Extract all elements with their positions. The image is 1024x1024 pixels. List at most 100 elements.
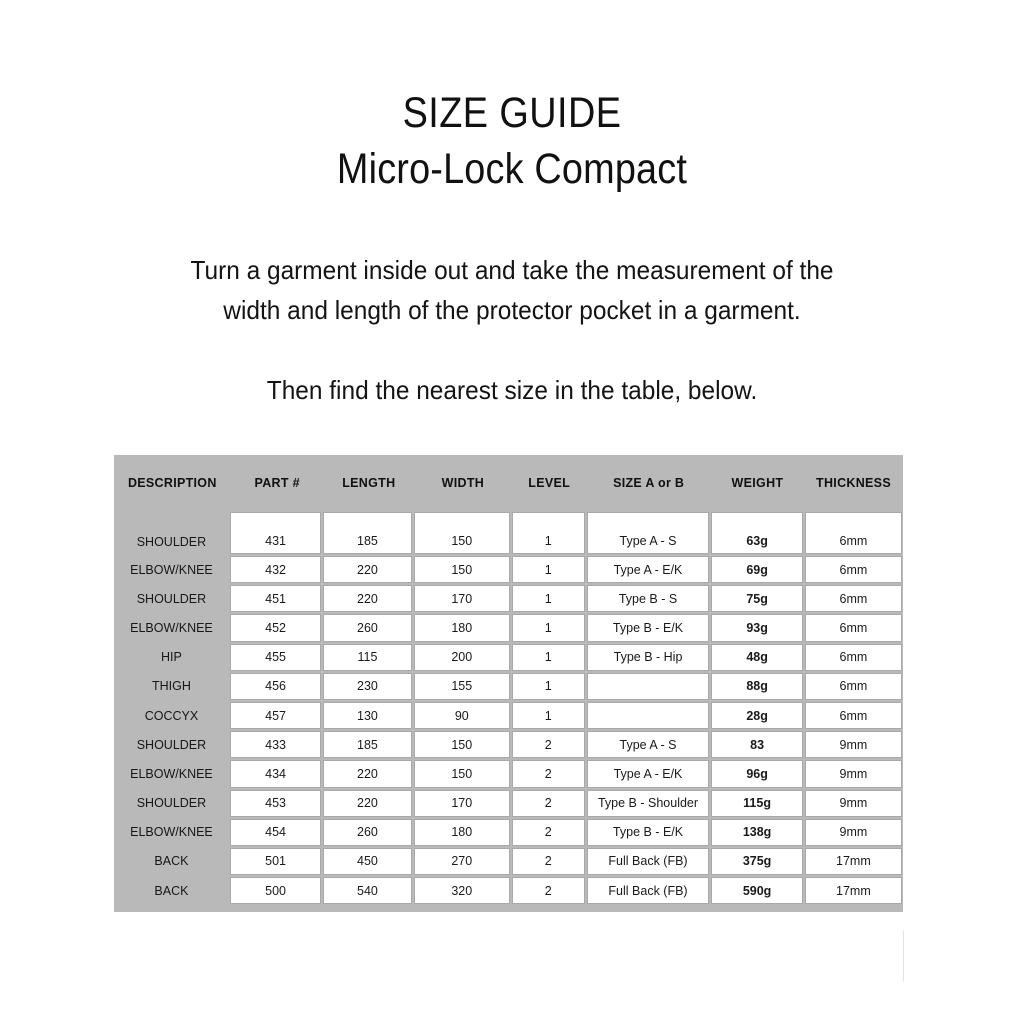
intro-spacer <box>0 330 1024 370</box>
cell-width: 170 <box>413 585 510 613</box>
cell-weight: 83 <box>711 731 803 759</box>
intro-line-1: Turn a garment inside out and take the m… <box>190 255 834 285</box>
table-row: THIGH 456 230 155 1 88g 6mm <box>114 672 903 702</box>
cell-width: 150 <box>413 731 510 759</box>
column-header-thickness: THICKNESS <box>816 475 891 490</box>
cell-level: 2 <box>511 760 585 788</box>
cell-size-a-or-b: Type B - Shoulder <box>586 789 710 817</box>
intro-text-block: Turn a garment inside out and take the m… <box>0 250 1024 410</box>
table-header-row: DESCRIPTION PART # LENGTH WIDTH LEVEL SI… <box>114 455 903 512</box>
cell-description: SHOULDER <box>136 591 207 606</box>
table-row: SHOULDER 453 220 170 2 Type B - Shoulder 115g 9… <box>114 789 903 819</box>
cell-description: ELBOW/KNEE <box>130 620 213 635</box>
cell-size-a-or-b <box>586 672 710 700</box>
cell-level: 2 <box>511 789 585 817</box>
cell-part-number: 453 <box>229 789 322 817</box>
cell-description: ELBOW/KNEE <box>130 766 213 781</box>
cell-length: 130 <box>323 701 412 730</box>
cell-level: 2 <box>511 731 585 759</box>
cell-width: 270 <box>413 847 510 876</box>
cell-level: 1 <box>511 701 585 730</box>
cell-thickness: 6mm <box>804 556 903 584</box>
cell-size-a-or-b <box>586 701 710 730</box>
column-header-length: LENGTH <box>342 475 396 490</box>
cell-thickness: 17mm <box>804 877 903 905</box>
table-row: ELBOW/KNEE 432 220 150 1 Type A - E/K 69g 6mm <box>114 556 903 585</box>
cell-width: 155 <box>413 672 510 700</box>
intro-line-2: width and length of the protector pocket… <box>223 295 801 325</box>
page-title: SIZE GUIDE <box>402 89 622 137</box>
cell-size-a-or-b: Full Back (FB) <box>586 847 710 876</box>
cell-weight: 48g <box>711 643 803 671</box>
cell-part-number: 451 <box>229 585 322 613</box>
cell-weight: 375g <box>711 847 803 876</box>
table-row: SHOULDER 451 220 170 1 Type B - S 75g 6mm <box>114 585 903 614</box>
cell-length: 230 <box>323 672 412 700</box>
cell-weight: 115g <box>711 789 803 817</box>
cell-length: 260 <box>323 614 412 642</box>
cell-weight: 75g <box>711 585 803 613</box>
cell-part-number: 433 <box>229 731 322 759</box>
table-row: ELBOW/KNEE 454 260 180 2 Type B - E/K 138g 9mm <box>114 818 903 848</box>
cell-thickness: 9mm <box>804 789 903 817</box>
cell-weight: 69g <box>711 556 803 584</box>
column-header-description: DESCRIPTION <box>127 475 217 490</box>
cell-part-number: 456 <box>229 672 322 700</box>
cell-part-number: 457 <box>229 701 322 730</box>
cell-part-number: 452 <box>229 614 322 642</box>
cell-length: 220 <box>323 760 412 788</box>
cell-description: SHOULDER <box>136 796 207 811</box>
cell-size-a-or-b: Type A - S <box>586 512 710 554</box>
cell-length: 540 <box>323 877 412 905</box>
cell-thickness: 6mm <box>804 672 903 700</box>
table-row: BACK 501 450 270 2 Full Back (FB) 375g 17mm <box>114 847 903 877</box>
cell-width: 180 <box>413 818 510 846</box>
cell-size-a-or-b: Type B - S <box>586 585 710 613</box>
page-subtitle: Micro-Lock Compact <box>336 145 688 193</box>
page-title-block: SIZE GUIDE Micro-Lock Compact <box>0 86 1024 198</box>
table-bottom-margin <box>114 906 903 912</box>
cell-level: 1 <box>511 614 585 642</box>
cell-length: 220 <box>323 556 412 584</box>
cell-thickness: 6mm <box>804 585 903 613</box>
cell-size-a-or-b: Type A - E/K <box>586 760 710 788</box>
column-header-width: WIDTH <box>441 475 485 490</box>
cell-level: 2 <box>511 877 585 905</box>
cell-weight: 63g <box>711 512 803 554</box>
cell-level: 1 <box>511 585 585 613</box>
cell-description: BACK <box>154 854 189 869</box>
cell-part-number: 455 <box>229 643 322 671</box>
cell-part-number: 432 <box>229 556 322 584</box>
column-header-part: PART # <box>254 475 300 490</box>
column-header-weight: WEIGHT <box>731 475 784 490</box>
cell-thickness: 6mm <box>804 643 903 671</box>
cell-length: 220 <box>323 789 412 817</box>
cell-width: 150 <box>413 556 510 584</box>
cell-size-a-or-b: Full Back (FB) <box>586 877 710 905</box>
cell-thickness: 9mm <box>804 731 903 759</box>
cell-description: HIP <box>161 650 182 665</box>
cell-thickness: 6mm <box>804 512 903 554</box>
column-header-size: SIZE A or B <box>613 475 685 490</box>
cell-size-a-or-b: Type A - E/K <box>586 556 710 584</box>
cell-length: 185 <box>323 512 412 554</box>
cell-length: 260 <box>323 818 412 846</box>
cell-part-number: 431 <box>229 512 322 554</box>
intro-line-3: Then find the nearest size in the table,… <box>266 375 758 405</box>
table-row: HIP 455 115 200 1 Type B - Hip 48g 6mm <box>114 643 903 673</box>
cell-level: 2 <box>511 847 585 876</box>
cell-description: THIGH <box>152 679 191 694</box>
cell-weight: 28g <box>711 701 803 730</box>
cell-width: 180 <box>413 614 510 642</box>
cell-thickness: 17mm <box>804 847 903 876</box>
cell-level: 1 <box>511 672 585 700</box>
cell-weight: 93g <box>711 614 803 642</box>
cell-size-a-or-b: Type B - E/K <box>586 614 710 642</box>
cell-description: ELBOW/KNEE <box>130 825 213 840</box>
cell-width: 320 <box>413 877 510 905</box>
cell-description: COCCYX <box>144 708 199 723</box>
cell-thickness: 6mm <box>804 701 903 730</box>
table-row: SHOULDER 431 185 150 1 Type A - S 63g 6mm <box>114 512 903 556</box>
table-body: SHOULDER 431 185 150 1 Type A - S 63g 6mm ELBOW/… <box>114 512 903 906</box>
